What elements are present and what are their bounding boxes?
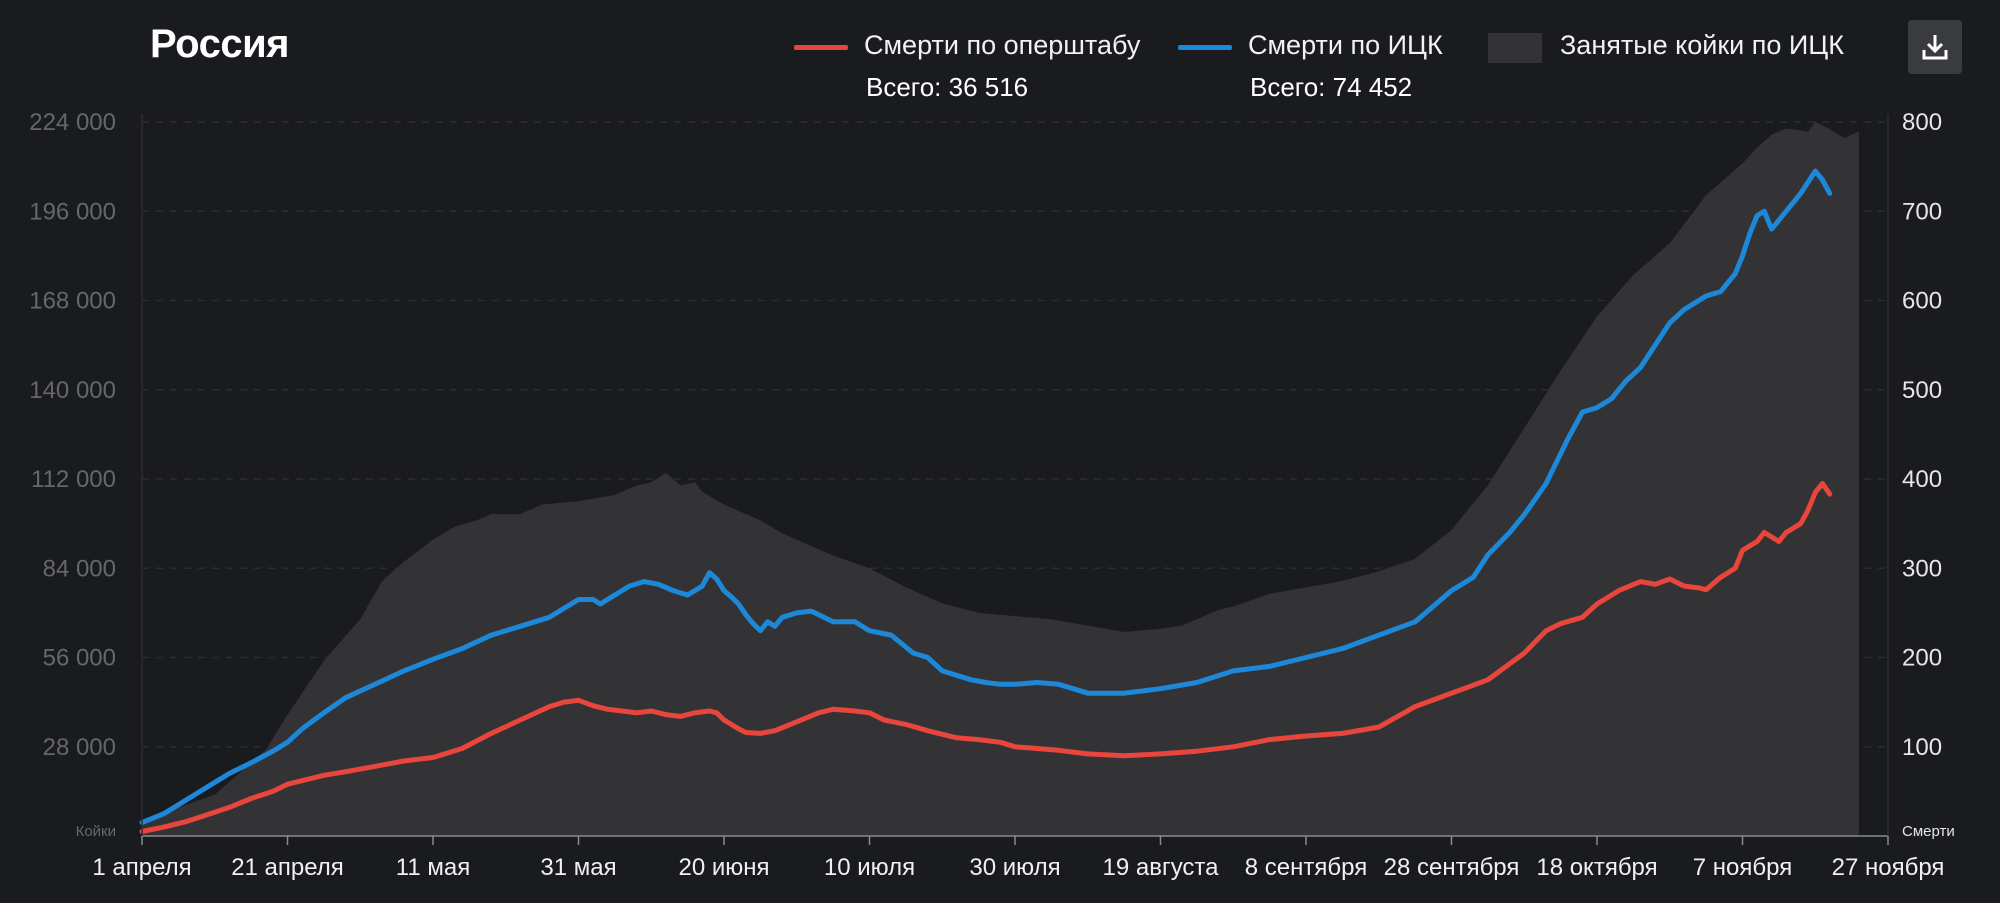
right-axis-name: Смерти [1902,823,1955,840]
right-tick-label: 700 [1902,198,1942,225]
left-tick-label: 84 000 [43,555,116,582]
download-icon [1922,35,1948,60]
left-tick-label: 196 000 [29,198,116,225]
x-tick-label: 7 ноября [1693,854,1792,881]
right-tick-label: 400 [1902,466,1942,493]
x-tick-label: 31 мая [540,854,616,881]
series-area-beds [142,122,1859,836]
legend-swatch-ick [1178,45,1232,50]
left-tick-label: 140 000 [29,377,116,404]
legend-label-ick[interactable]: Смерти по ИЦК [1248,30,1443,60]
right-tick-label: 200 [1902,645,1942,672]
left-tick-label: 112 000 [31,466,116,493]
x-tick-label: 18 октября [1536,854,1657,881]
series-line [139,168,1833,826]
x-tick-label: 20 июня [678,854,769,881]
axes: 28 000 56 000 84 000 112 000 140 000 168 000 1… [29,109,1955,881]
left-axis-name: Койки [76,823,116,840]
x-tick-label: 21 апреля [231,854,344,881]
right-tick-label: 600 [1902,288,1942,315]
x-tick-label: 8 сентября [1245,854,1367,881]
beds-area [142,122,1859,836]
page-title: Россия [150,22,290,66]
left-tick-label: 28 000 [43,734,116,761]
right-tick-label: 800 [1902,109,1942,136]
left-tick-label: 168 000 [29,288,116,315]
x-tick-label: 30 июля [969,854,1060,881]
series-lines [139,168,1833,834]
x-tick-label: 1 апреля [92,854,191,881]
x-tick-label: 28 сентября [1384,854,1520,881]
legend-swatch-opershtab [794,45,848,50]
legend-total-opershtab: Всего: 36 516 [866,72,1029,102]
right-tick-label: 100 [1902,734,1942,761]
x-tick-label: 11 мая [396,854,470,881]
x-tick-label: 19 августа [1102,854,1219,881]
left-tick-label: 56 000 [43,645,116,672]
legend-total-ick: Всего: 74 452 [1250,72,1413,102]
x-tick-label: 10 июля [824,854,915,881]
legend-label-opershtab[interactable]: Смерти по оперштабу [864,30,1141,60]
series-line [139,481,1833,834]
right-tick-label: 500 [1902,377,1942,404]
legend-label-beds[interactable]: Занятые койки по ИЦК [1560,30,1845,60]
x-tick-label: 27 ноября [1832,854,1945,881]
right-tick-label: 300 [1902,555,1942,582]
legend-swatch-beds [1488,33,1542,63]
download-button[interactable] [1908,20,1962,74]
left-tick-label: 224 000 [29,109,116,136]
chart-legend: Смерти по оперштабу Всего: 36 516 Смерти… [0,28,2000,108]
